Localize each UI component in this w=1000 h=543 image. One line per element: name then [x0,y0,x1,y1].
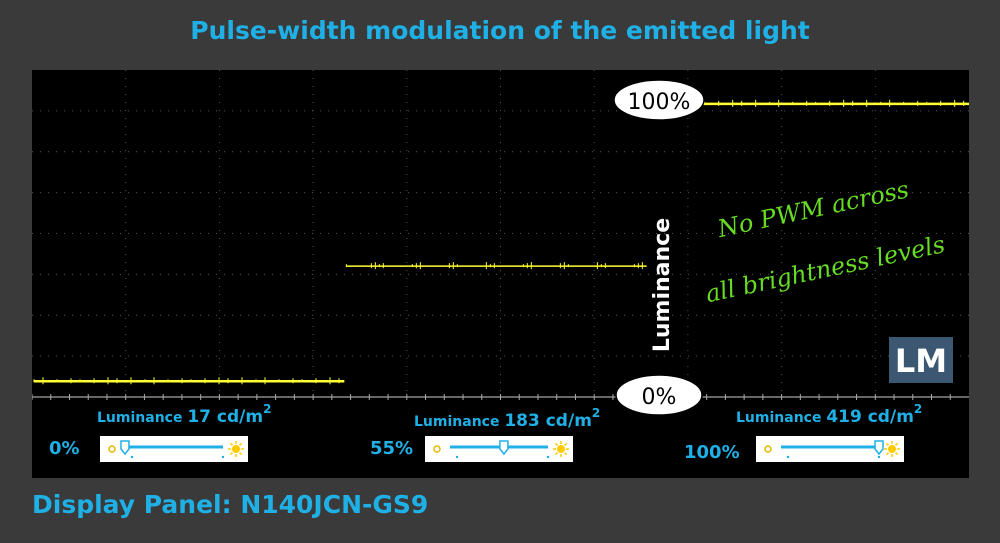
luminance-caption: Luminance 419 cd/m2 [736,402,922,427]
slider-dot [546,455,550,459]
slider-dot [877,455,881,459]
sun-ray [895,452,899,456]
logo-box [889,337,953,383]
grid [32,70,969,400]
chart-title: Pulse-width modulation of the emitted li… [190,16,810,45]
slider-dot [221,455,225,459]
slider-thumb [874,440,884,456]
slider-dot [130,455,134,459]
traces [33,99,969,385]
sun-ray [239,452,243,456]
sun-ray [564,442,568,446]
sun-ray [229,452,233,456]
sun-ray [895,442,899,446]
series-captions: Luminance 17 cd/m2 0% Luminance 183 cd/m25… [49,402,922,463]
top-label-ellipse [613,79,705,121]
brightness-slider-box [425,436,573,462]
slider-thumb [499,440,509,456]
bright-sun-icon [888,445,896,453]
bottom-label-ellipse [615,374,703,416]
dim-sun-icon [764,445,772,453]
brightness-percent: 0% [49,438,80,459]
note-line-2: all brightness levels [703,230,947,308]
sun-ray [564,452,568,456]
brightness-percent: 55% [370,438,413,459]
sun-ray [239,442,243,446]
sun-ray [229,442,233,446]
logo: LM [895,342,947,380]
sun-ray [554,452,558,456]
y-axis-label: Luminance [650,218,675,352]
bright-sun-icon [557,445,565,453]
top-label: 100% [628,90,691,115]
display-panel-label: Display Panel: N140JCN-GS9 [32,490,429,519]
luminance-caption: Luminance 183 cd/m2 [414,406,600,431]
note-line-1: No PWM across [714,175,911,243]
plot-svg: Luminance 100% 0% No PWM across all brig… [32,70,969,463]
slider-dot [455,455,459,459]
slider-thumb [120,440,130,456]
dim-sun-icon [108,445,116,453]
bright-sun-icon [232,445,240,453]
oscilloscope-plot: Luminance 100% 0% No PWM across all brig… [32,70,969,478]
brightness-percent: 100% [684,442,740,463]
slider-dot [786,455,790,459]
bottom-label: 0% [642,385,677,410]
sun-ray [885,452,889,456]
sun-ray [885,442,889,446]
luminance-caption: Luminance 17 cd/m2 [97,402,271,427]
dim-sun-icon [433,445,441,453]
sun-ray [554,442,558,446]
